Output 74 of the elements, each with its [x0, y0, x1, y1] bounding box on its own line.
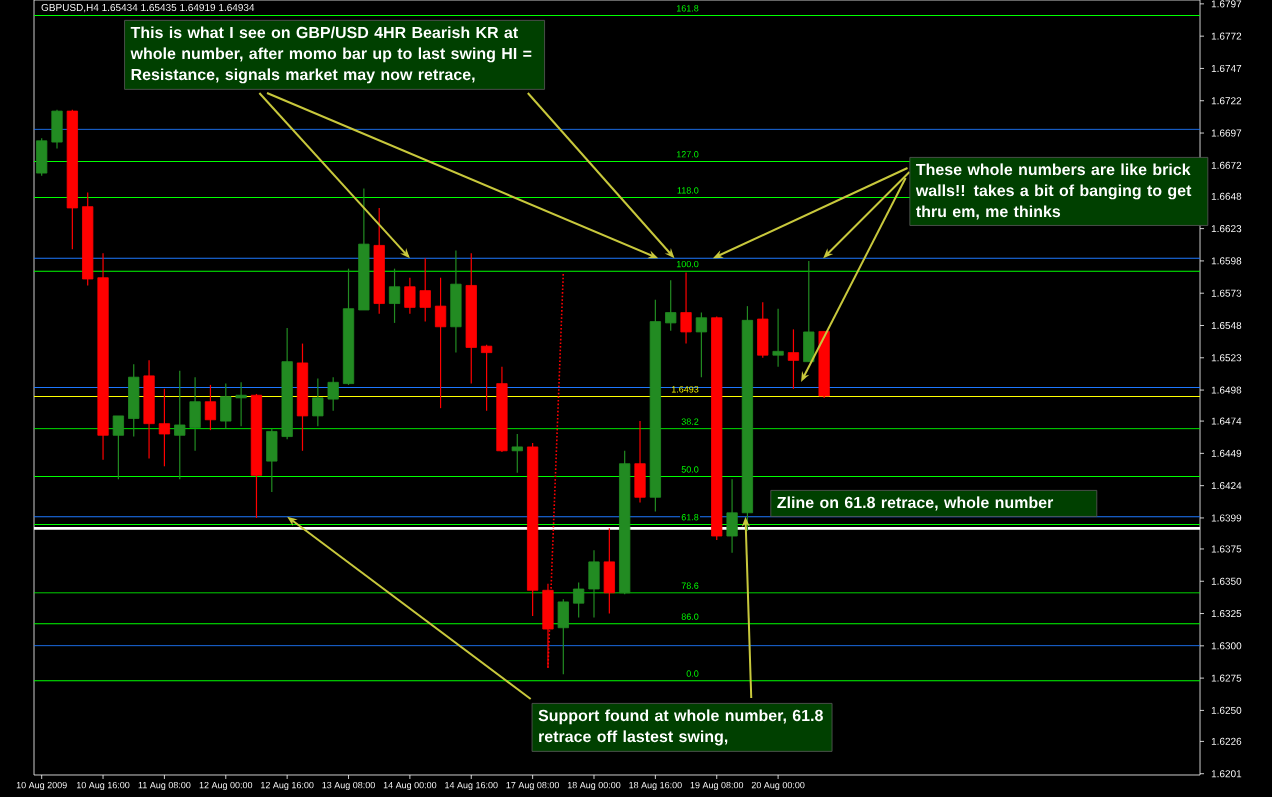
annotation: Zline on 61.8 retrace, whole number [777, 496, 1054, 511]
y-tick-label: 1.6548 [1211, 321, 1242, 330]
annotation: 161.8 [676, 5, 699, 12]
candlestick [404, 277, 416, 315]
y-tick-label: 1.6449 [1211, 449, 1242, 457]
y-tick-label: 1.6399 [1211, 514, 1242, 522]
x-tick-label: 10 Aug 2009 [16, 781, 67, 791]
y-tick-label: 1.6375 [1211, 545, 1242, 553]
candlestick [787, 328, 800, 390]
annotation: 100.0 [676, 260, 699, 268]
y-tick-label: 1.6300 [1211, 642, 1242, 650]
annotation: 127.0 [676, 151, 699, 158]
y-tick-label: 1.6498 [1211, 386, 1242, 394]
x-tick-label: 14 Aug 00:00 [383, 781, 437, 791]
annotation: 38.2 [681, 418, 699, 425]
candlestick [235, 381, 247, 427]
y-tick-label: 1.6623 [1211, 225, 1242, 233]
candlestick [665, 279, 677, 332]
x-tick-label: 13 Aug 08:00 [322, 781, 375, 791]
y-tick-label: 1.6772 [1211, 32, 1242, 40]
candlestick [419, 257, 431, 323]
candlestick [511, 433, 523, 474]
annotation: These whole numbers are like brick walls!! takes a bit of banging to get thru em, me thinks [915, 163, 1192, 220]
x-tick-label: 11 Aug 08:00 [138, 781, 191, 791]
x-tick-label: 18 Aug 00:00 [567, 781, 621, 791]
y-tick-label: 1.6672 [1211, 161, 1242, 169]
annotation: 86.0 [681, 613, 699, 620]
y-tick-label: 1.6797 [1211, 0, 1242, 8]
chart-title: GBPUSD,H4 1.65434 1.65435 1.64919 1.64934 [41, 3, 255, 13]
y-tick-label: 1.6747 [1211, 64, 1242, 72]
candlestick [158, 388, 171, 467]
y-tick-label: 1.6201 [1211, 770, 1242, 778]
annotation: 118.0 [677, 187, 699, 194]
y-tick-label: 1.6250 [1211, 706, 1242, 714]
candlestick [312, 377, 324, 427]
candlestick [327, 376, 339, 412]
y-tick-label: 1.6648 [1211, 192, 1242, 200]
x-tick-label: 18 Aug 16:00 [629, 781, 682, 791]
y-tick-label: 1.6722 [1211, 97, 1242, 105]
y-tick-label: 1.6523 [1211, 354, 1242, 362]
annotation: 61.8 [681, 514, 699, 521]
x-tick-label: 12 Aug 16:00 [261, 781, 314, 791]
x-tick-label: 17 Aug 08:00 [506, 781, 560, 791]
y-tick-label: 1.6573 [1211, 289, 1242, 297]
y-tick-label: 1.6697 [1211, 129, 1242, 137]
candlestick [112, 415, 124, 480]
annotation: 0.0 [686, 670, 699, 677]
ref-line-label: 1.6493 [671, 386, 699, 393]
candlestick [480, 344, 493, 412]
candlestick [695, 311, 708, 378]
x-tick-label: 14 Aug 16:00 [445, 781, 498, 791]
candlestick [573, 581, 585, 619]
y-tick-label: 1.6474 [1211, 417, 1242, 425]
y-tick-label: 1.6350 [1211, 577, 1242, 585]
candlestick [204, 384, 217, 431]
y-tick-label: 1.6275 [1211, 674, 1242, 682]
annotation: Support found at whole number, 61.8 retrace off lastest swing, [538, 709, 823, 746]
candlestick [726, 478, 738, 554]
y-tick-label: 1.6325 [1211, 609, 1242, 618]
candlestick [772, 308, 784, 368]
annotation: This is what I see on GBP/USD 4HR Bearish KR at whole number, after momo bar up to last swing HI = Resistance, signals market may now retrace, [130, 26, 532, 84]
annotation: 50.0 [681, 466, 699, 473]
x-tick-label: 19 Aug 08:00 [690, 781, 744, 791]
y-tick-label: 1.6226 [1211, 737, 1242, 745]
x-tick-label: 12 Aug 00:00 [199, 781, 253, 791]
candlestick [434, 277, 447, 409]
x-tick-label: 20 Aug 00:00 [751, 781, 805, 791]
candlestick [680, 271, 692, 345]
x-tick-label: 10 Aug 16:00 [76, 781, 130, 791]
y-tick-label: 1.6598 [1211, 257, 1242, 265]
candlestick [388, 268, 401, 324]
candlestick [174, 370, 186, 480]
annotation: 78.6 [681, 582, 699, 589]
y-tick-label: 1.6424 [1211, 482, 1242, 490]
